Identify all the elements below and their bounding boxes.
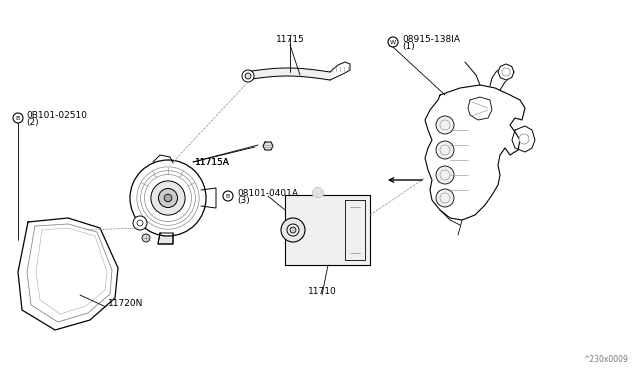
Polygon shape: [313, 188, 323, 197]
Text: (3): (3): [237, 196, 250, 205]
Polygon shape: [263, 142, 273, 150]
Circle shape: [436, 141, 454, 159]
Circle shape: [281, 218, 305, 242]
Text: 11715A: 11715A: [195, 157, 230, 167]
Text: 08101-0401A: 08101-0401A: [237, 189, 298, 198]
Polygon shape: [498, 64, 514, 80]
Text: B: B: [226, 194, 230, 199]
Circle shape: [290, 227, 296, 233]
Circle shape: [151, 181, 185, 215]
Circle shape: [242, 70, 254, 82]
Text: W: W: [390, 40, 396, 45]
Circle shape: [287, 224, 299, 236]
Polygon shape: [425, 85, 525, 220]
Text: B: B: [16, 116, 20, 121]
Text: (1): (1): [402, 42, 415, 51]
Text: (2): (2): [26, 118, 38, 126]
Text: 11710: 11710: [308, 288, 337, 296]
Circle shape: [13, 113, 23, 123]
Circle shape: [245, 73, 251, 79]
Circle shape: [133, 216, 147, 230]
Circle shape: [388, 37, 398, 47]
Polygon shape: [285, 195, 370, 265]
Polygon shape: [18, 218, 118, 330]
Text: 0B101-02510: 0B101-02510: [26, 110, 87, 119]
Circle shape: [436, 166, 454, 184]
Circle shape: [142, 234, 150, 242]
Circle shape: [223, 191, 233, 201]
Circle shape: [130, 160, 206, 236]
Text: 11720N: 11720N: [108, 298, 143, 308]
Text: 11715A: 11715A: [195, 157, 230, 167]
Circle shape: [164, 194, 172, 202]
Circle shape: [519, 134, 529, 144]
Text: ^230x0009: ^230x0009: [583, 356, 628, 365]
Polygon shape: [158, 233, 173, 244]
Text: 08915-138IA: 08915-138IA: [402, 35, 460, 44]
Text: 11715: 11715: [276, 35, 305, 44]
Circle shape: [159, 189, 177, 208]
Circle shape: [436, 189, 454, 207]
Circle shape: [436, 116, 454, 134]
